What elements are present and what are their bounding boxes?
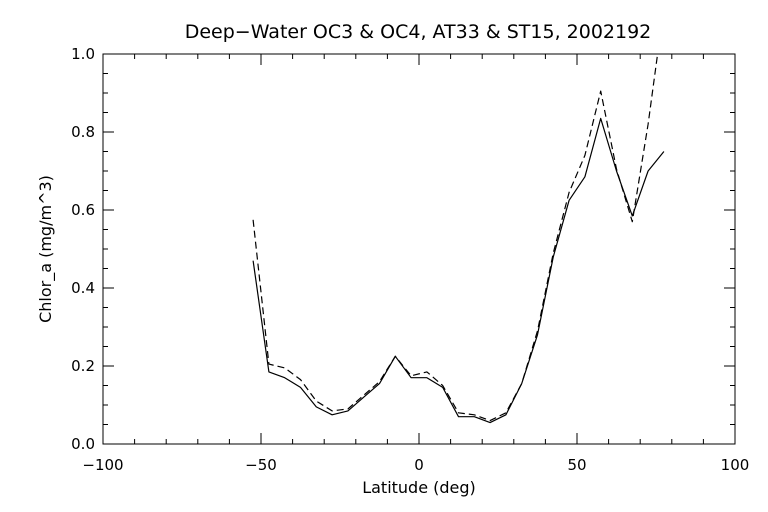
y-tick-label: 0.8: [71, 123, 95, 141]
y-tick-label: 0.2: [71, 357, 95, 375]
y-tick-label: 0.4: [71, 279, 95, 297]
x-tick-label: 50: [567, 456, 586, 474]
x-axis: −100 −50 0 50 100: [82, 54, 749, 474]
x-tick-label: −50: [245, 456, 277, 474]
y-axis-label: Chlor_a (mg/m^3): [36, 175, 56, 323]
y-tick-label: 0.6: [71, 201, 95, 219]
chart-title: Deep−Water OC3 & OC4, AT33 & ST15, 20021…: [185, 21, 652, 43]
minor-ticks: [102, 53, 736, 445]
y-tick-label: 1.0: [71, 45, 95, 63]
x-tick-label: −100: [82, 456, 123, 474]
series-layer: [252, 53, 665, 424]
x-axis-label: Latitude (deg): [362, 478, 476, 497]
plot-frame: [102, 53, 736, 445]
series-line-solid: [252, 117, 665, 424]
y-axis: 0.0 0.2 0.4 0.6 0.8 1.0: [71, 45, 735, 453]
x-tick-label: 100: [721, 456, 750, 474]
series-line-dashed: [252, 53, 659, 422]
y-tick-label: 0.0: [71, 435, 95, 453]
x-tick-label: 0: [414, 456, 424, 474]
